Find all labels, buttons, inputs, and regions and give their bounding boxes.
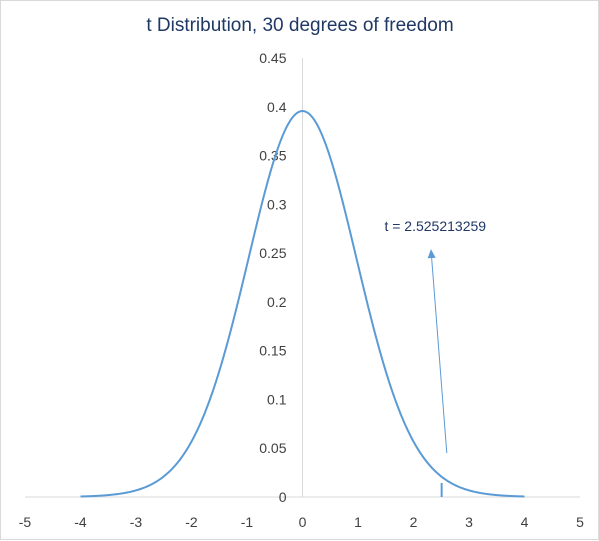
y-tick-label: 0.35 (259, 148, 286, 164)
y-tick-label: 0.05 (259, 440, 286, 456)
annotation-arrow (427, 249, 448, 454)
x-tick-label: 0 (299, 514, 307, 530)
x-tick-label: 4 (521, 514, 529, 530)
x-tick-label: -3 (130, 514, 143, 530)
series-layer (80, 110, 525, 498)
y-tick-label: 0.45 (259, 50, 286, 66)
y-tick-label: 0.3 (267, 196, 287, 212)
x-tick-label: 2 (410, 514, 418, 530)
x-tick-label: -5 (19, 514, 32, 530)
y-tick-label: 0 (279, 489, 287, 505)
tick-labels: -5 -4 -3 -2 -1 0 1 2 3 4 5 0 0.05 0.1 0.15 0.2 0.25 0.3 0.… (19, 50, 584, 530)
annotation-layer: t = 2.525213259 (384, 218, 486, 454)
x-tick-label: 3 (465, 514, 473, 530)
y-tick-label: 0.1 (267, 391, 287, 407)
y-tick-label: 0.25 (259, 245, 286, 261)
x-tick-label: -2 (185, 514, 198, 530)
axes (25, 58, 580, 498)
x-tick-label: -1 (241, 514, 254, 530)
x-tick-label: 1 (354, 514, 362, 530)
y-tick-label: 0.2 (267, 294, 287, 310)
x-tick-label: 5 (576, 514, 584, 530)
density-curve (80, 110, 525, 498)
y-tick-label: 0.4 (267, 99, 287, 115)
y-tick-label: 0.15 (259, 343, 286, 359)
chart-title: t Distribution, 30 degrees of freedom (146, 15, 453, 36)
annotation-label: t = 2.525213259 (384, 218, 486, 234)
x-tick-label: -4 (74, 514, 87, 530)
